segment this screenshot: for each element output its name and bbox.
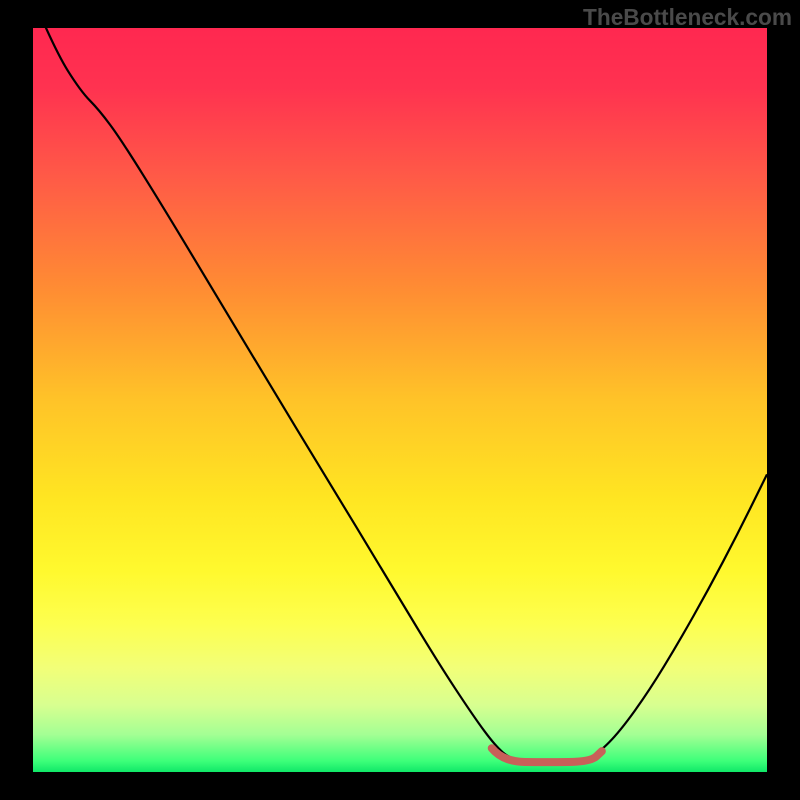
plot-background	[33, 28, 767, 772]
watermark-text: TheBottleneck.com	[583, 4, 792, 31]
bottleneck-chart	[0, 0, 800, 800]
chart-stage: TheBottleneck.com	[0, 0, 800, 800]
